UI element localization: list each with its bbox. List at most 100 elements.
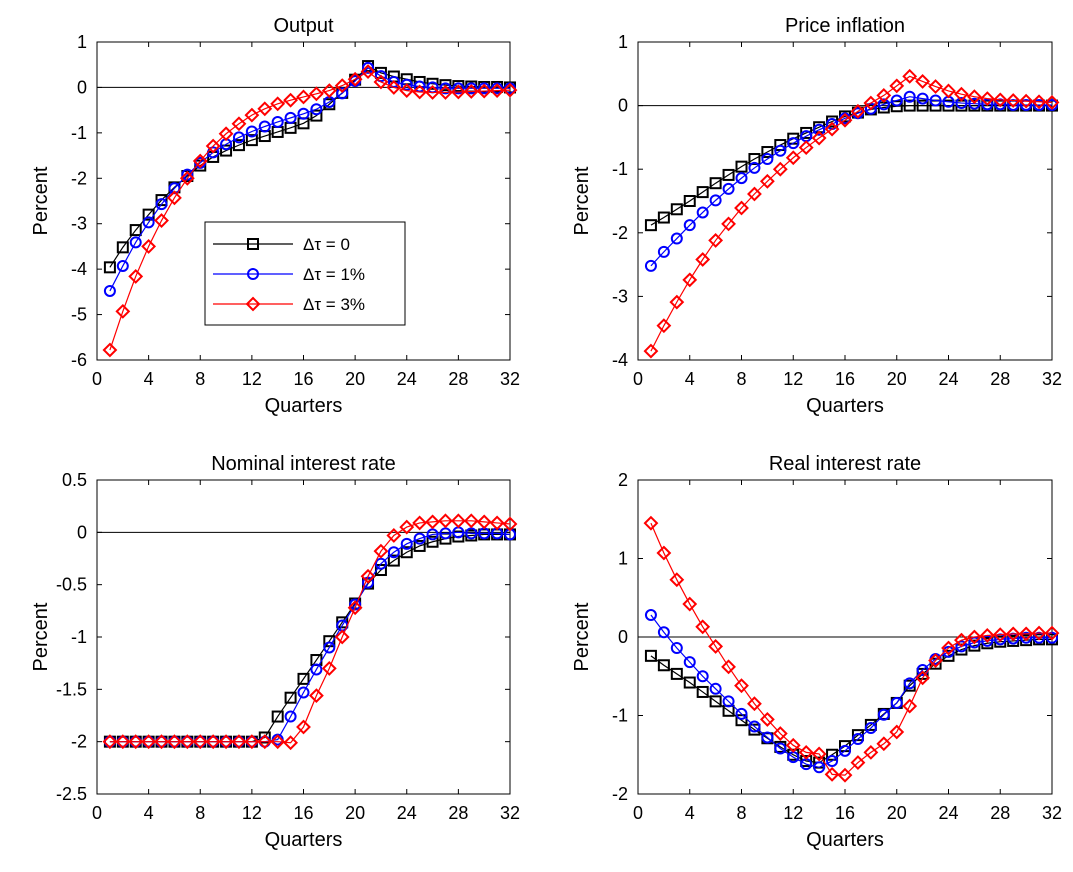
data-point (362, 61, 375, 74)
data-point (181, 168, 194, 181)
data-point (709, 695, 722, 708)
legend-marker (247, 268, 259, 280)
x-tick-label: 28 (448, 369, 468, 389)
data-point (864, 722, 877, 735)
series-2 (644, 90, 1058, 272)
data-point (696, 685, 709, 698)
y-tick-label: -1.5 (56, 679, 87, 699)
data-point (1044, 625, 1060, 641)
data-point (284, 710, 297, 723)
data-point (245, 125, 258, 138)
data-point (979, 91, 995, 107)
data-point (258, 731, 271, 744)
data-point (231, 734, 247, 750)
data-point (154, 734, 169, 750)
data-point (115, 734, 131, 750)
data-point (798, 744, 814, 760)
data-point (502, 516, 518, 532)
data-point (683, 219, 696, 232)
x-tick-label: 0 (633, 369, 643, 389)
data-point (399, 519, 415, 535)
data-point (489, 515, 505, 531)
series-3 (643, 515, 1060, 783)
legend-entry-label: Δτ = 0 (303, 235, 350, 254)
data-point (205, 734, 221, 750)
data-point (735, 714, 748, 727)
x-tick-label: 8 (195, 369, 205, 389)
data-point (179, 170, 195, 186)
x-tick-label: 24 (397, 803, 417, 823)
data-point (271, 115, 284, 128)
data-point (708, 639, 724, 654)
data-point (657, 626, 670, 639)
y-tick-label: 0 (618, 627, 628, 647)
data-point (734, 200, 749, 216)
data-point (283, 735, 299, 751)
data-point (116, 241, 129, 254)
data-point (942, 99, 955, 112)
legend-entry-label: Δτ = 1% (303, 265, 365, 284)
data-point (851, 733, 864, 746)
data-point (360, 568, 376, 584)
data-point (426, 77, 439, 90)
x-tick-label: 20 (887, 369, 907, 389)
data-point (168, 182, 181, 195)
data-point (439, 527, 452, 540)
data-point (232, 139, 245, 152)
x-tick-label: 0 (92, 803, 102, 823)
data-point (297, 672, 310, 685)
x-axis-title: Quarters (265, 395, 343, 417)
data-point (347, 600, 363, 616)
data-point (709, 682, 722, 695)
data-point (889, 78, 905, 94)
x-tick-label: 16 (835, 803, 855, 823)
x-tick-label: 12 (242, 369, 262, 389)
series-3 (102, 64, 518, 358)
data-point (154, 213, 169, 228)
data-point (115, 303, 131, 319)
legend-entry-label: Δτ = 3% (303, 295, 365, 314)
data-point (258, 120, 271, 133)
data-point (837, 767, 853, 783)
data-point (734, 678, 749, 694)
data-point (696, 186, 709, 199)
y-tick-label: -1 (71, 123, 87, 143)
data-point (489, 83, 505, 99)
data-point (916, 99, 929, 112)
data-point (656, 545, 672, 561)
data-point (450, 84, 466, 100)
y-tick-label: -3 (71, 214, 87, 234)
y-tick-label: -2 (71, 168, 87, 188)
y-tick-label: 0.5 (62, 470, 87, 490)
data-point (308, 688, 324, 704)
data-point (412, 515, 428, 531)
y-tick-label: -3 (612, 286, 628, 306)
data-point (271, 710, 284, 723)
data-point (735, 172, 748, 185)
series-1 (644, 633, 1058, 769)
data-point (644, 219, 657, 232)
data-point (192, 153, 208, 169)
x-tick-label: 4 (685, 803, 695, 823)
data-point (478, 82, 491, 95)
data-point (876, 736, 892, 752)
data-point (759, 712, 775, 727)
y-axis-title: Percent (30, 166, 52, 235)
data-point (116, 259, 129, 272)
data-point (683, 656, 696, 669)
data-point (955, 640, 968, 653)
data-point (141, 734, 157, 750)
x-axis-title: Quarters (806, 395, 884, 417)
data-point (670, 667, 683, 680)
x-tick-label: 28 (990, 803, 1010, 823)
x-axis-title: Quarters (806, 829, 884, 851)
data-point (903, 677, 916, 690)
data-point (310, 103, 323, 116)
data-point (425, 514, 440, 530)
data-point (902, 68, 918, 84)
data-point (129, 224, 142, 237)
data-point (670, 203, 683, 216)
data-point (877, 708, 890, 721)
legend-marker (247, 238, 259, 250)
y-tick-label: 0 (77, 77, 87, 97)
